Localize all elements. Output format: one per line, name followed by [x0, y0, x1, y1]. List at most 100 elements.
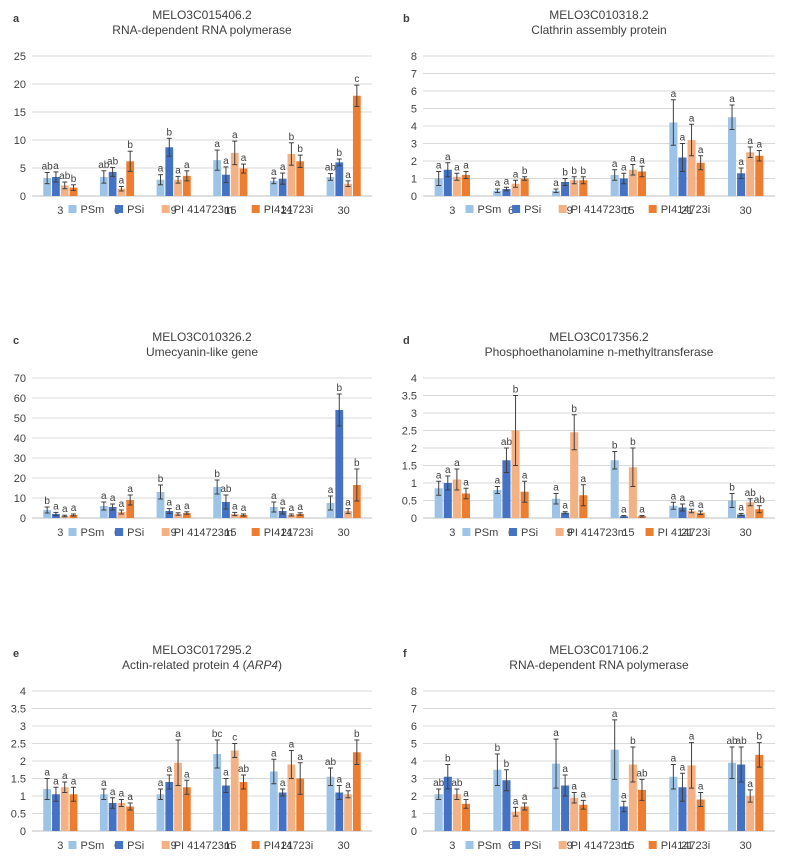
bar: [99, 506, 108, 518]
significance-label: a: [689, 113, 695, 124]
legend-swatch: [509, 528, 517, 536]
significance-label: a: [271, 748, 277, 759]
legend-label: PI 414723m: [571, 840, 630, 852]
panel-letter: d: [403, 335, 410, 347]
legend-label: PI414723i: [264, 204, 314, 216]
y-tick-label: 0.5: [11, 809, 26, 821]
significance-label: ab: [501, 437, 513, 448]
y-tick-label: 30: [14, 453, 26, 465]
x-tick-label: 15: [224, 527, 236, 539]
significance-label: a: [621, 790, 627, 801]
legend-swatch: [115, 205, 124, 213]
significance-label: a: [127, 484, 133, 495]
significance-label: b: [71, 174, 77, 185]
y-tick-label: 60: [14, 393, 26, 405]
y-tick-label: 3.5: [402, 391, 417, 403]
significance-label: a: [445, 152, 451, 163]
significance-label: ab: [238, 764, 250, 775]
significance-label: a: [175, 165, 181, 176]
x-tick-label: 3: [57, 527, 63, 539]
significance-label: a: [680, 133, 686, 144]
significance-label: ab: [433, 778, 445, 789]
significance-label: a: [345, 498, 351, 509]
x-tick-label: 21: [281, 205, 293, 217]
bar: [551, 190, 561, 196]
significance-label: a: [436, 470, 442, 481]
significance-label: a: [345, 170, 351, 181]
bar: [520, 491, 529, 518]
y-tick-label: 1: [411, 809, 417, 821]
significance-label: a: [463, 161, 469, 172]
chart-title: MELO3C010326.2: [152, 330, 252, 344]
significance-label: a: [223, 156, 229, 167]
significance-label: a: [612, 709, 618, 720]
significance-label: a: [289, 740, 295, 751]
y-tick-label: 4: [411, 121, 417, 133]
bar: [461, 803, 471, 831]
significance-label: a: [671, 491, 677, 502]
significance-label: ab: [754, 495, 766, 506]
significance-label: b: [562, 168, 568, 179]
significance-label: a: [280, 778, 286, 789]
significance-label: ab: [745, 488, 757, 499]
legend-swatch: [462, 528, 471, 536]
legend-swatch: [161, 528, 170, 536]
significance-label: b: [729, 483, 735, 494]
significance-label: b: [336, 383, 342, 394]
significance-label: a: [271, 167, 277, 178]
bar: [344, 794, 352, 831]
y-tick-label: 1.5: [402, 461, 417, 473]
bar: [461, 175, 471, 196]
significance-label: a: [297, 502, 303, 513]
significance-label: a: [184, 160, 190, 171]
bar: [352, 752, 361, 831]
bar: [619, 806, 628, 831]
chart-subtitle: RNA-dependent RNA polymerase: [112, 23, 292, 37]
legend-label: PSi: [127, 527, 144, 539]
y-tick-label: 15: [14, 107, 26, 119]
bar: [511, 811, 520, 831]
bar: [222, 174, 230, 196]
bar: [352, 95, 361, 196]
bar: [755, 754, 764, 831]
bar: [278, 792, 287, 831]
significance-label: a: [757, 140, 763, 151]
significance-label: b: [513, 385, 519, 396]
legend-swatch: [161, 205, 170, 213]
x-tick-label: 15: [224, 840, 236, 852]
significance-label: a: [698, 500, 704, 511]
legend-swatch: [68, 841, 77, 849]
bar: [182, 787, 191, 831]
bar: [165, 782, 174, 831]
y-tick-label: 50: [14, 413, 26, 425]
legend-label: PSm: [474, 527, 498, 539]
y-tick-label: 6: [411, 86, 417, 98]
bar: [126, 806, 135, 831]
bar: [669, 122, 678, 196]
x-tick-label: 9: [567, 527, 573, 539]
significance-label: a: [747, 136, 753, 147]
significance-label: a: [612, 159, 618, 170]
panel-letter: b: [403, 13, 410, 25]
y-tick-label: 4: [20, 686, 26, 698]
legend-label: PI414723i: [264, 840, 314, 852]
bar: [502, 189, 511, 196]
bar: [678, 787, 687, 831]
legend: PSm PSi PI 414723m PI 414723i: [462, 527, 710, 539]
bar: [579, 804, 588, 831]
significance-label: b: [630, 736, 636, 747]
legend-swatch: [251, 841, 260, 849]
x-tick-label: 9: [171, 205, 177, 217]
bar: [326, 176, 335, 196]
bar: [182, 175, 191, 196]
bar: [443, 776, 452, 831]
bar: [570, 180, 579, 196]
legend-label: PSm: [478, 204, 502, 216]
bar: [344, 183, 352, 196]
bar: [344, 511, 352, 518]
significance-label: a: [445, 465, 451, 476]
